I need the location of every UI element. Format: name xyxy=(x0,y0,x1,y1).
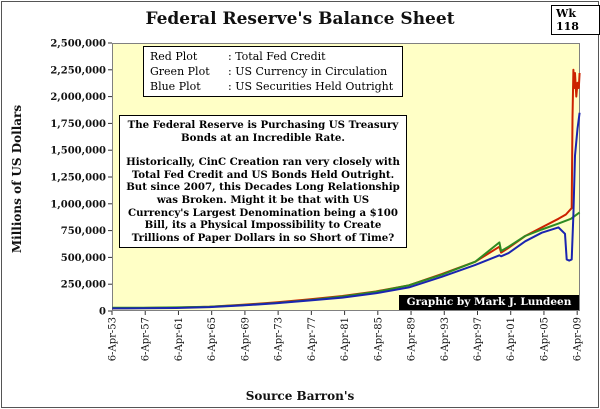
x-tick-label: 6-Apr-61 xyxy=(174,317,185,361)
annotation-paragraph-1: The Federal Reserve is Purchasing US Tre… xyxy=(127,119,399,144)
y-tick-label: 250,000 xyxy=(61,280,106,291)
y-tick-label: 1,250,000 xyxy=(50,173,106,184)
legend-value: : Total Fed Credit xyxy=(228,50,326,63)
x-tick-label: 6-Apr-81 xyxy=(340,317,351,361)
x-tick-label: 6-Apr-73 xyxy=(274,317,285,361)
legend-item-blue: Blue Plot : US Securities Held Outright xyxy=(150,79,396,94)
legend-value: : US Securities Held Outright xyxy=(228,80,394,93)
x-tick-label: 6-Apr-77 xyxy=(307,317,318,361)
y-tick-label: 2,000,000 xyxy=(50,92,106,103)
legend-key: Red Plot xyxy=(150,50,198,63)
y-tick-label: 1,000,000 xyxy=(50,199,106,210)
legend-key: Green Plot xyxy=(150,65,210,78)
x-tick-label: 6-Apr-01 xyxy=(506,317,517,361)
x-tick-label: 6-Apr-53 xyxy=(108,317,119,361)
x-tick-label: 6-Apr-05 xyxy=(539,317,550,361)
annotation-box: The Federal Reserve is Purchasing US Tre… xyxy=(119,115,407,249)
x-tick-label: 6-Apr-09 xyxy=(573,317,584,361)
legend-box: Red Plot : Total Fed Credit Green Plot :… xyxy=(143,46,403,97)
x-tick-label: 6-Apr-97 xyxy=(473,317,484,361)
chart-title: Federal Reserve's Balance Sheet xyxy=(145,9,455,29)
y-tick-label: 2,250,000 xyxy=(50,65,106,76)
legend-item-red: Red Plot : Total Fed Credit xyxy=(150,49,396,64)
x-axis-label: Source Barron's xyxy=(245,389,355,403)
y-tick-label: 1,750,000 xyxy=(50,119,106,130)
credit-label: Graphic by Mark J. Lundeen xyxy=(399,295,579,310)
x-tick-label: 6-Apr-93 xyxy=(440,317,451,361)
series-line-securities-held-outright xyxy=(112,112,581,310)
y-tick-label: 500,000 xyxy=(61,253,106,264)
y-tick-label: 2,500,000 xyxy=(50,39,106,50)
y-tick-label: 1,500,000 xyxy=(50,146,106,157)
y-tick-label: 750,000 xyxy=(61,226,106,237)
legend-value: : US Currency in Circulation xyxy=(228,65,388,78)
legend-item-green: Green Plot : US Currency in Circulation xyxy=(150,64,396,79)
x-tick-label: 6-Apr-69 xyxy=(240,317,251,361)
x-tick-label: 6-Apr-65 xyxy=(207,317,218,361)
week-badge: Wk 118 xyxy=(551,5,600,35)
x-tick-label: 6-Apr-57 xyxy=(141,317,152,361)
y-tick-label: 0 xyxy=(99,307,106,318)
x-tick-label: 6-Apr-89 xyxy=(407,317,418,361)
x-tick-label: 6-Apr-85 xyxy=(373,317,384,361)
annotation-paragraph-2: Historically, CinC Creation ran very clo… xyxy=(126,156,400,244)
legend-key: Blue Plot xyxy=(150,80,201,93)
